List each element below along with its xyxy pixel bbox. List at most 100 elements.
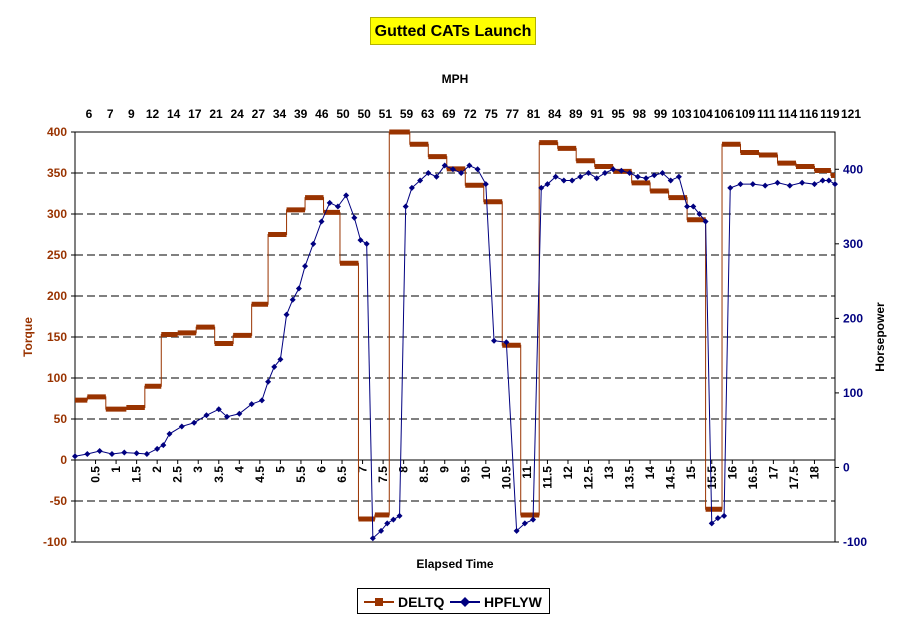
hpflyw-point-66 (634, 173, 641, 180)
top-tick-label-33: 114 (778, 107, 798, 121)
hpflyw-point-44 (449, 166, 456, 173)
top-tick-label-29: 104 (693, 107, 713, 121)
hpflyw-point-28 (334, 203, 341, 210)
top-tick-label-36: 121 (841, 107, 861, 121)
hpflyw-point-53 (530, 516, 537, 523)
x-tick-label-10: 5.5 (294, 466, 308, 483)
x-tick-label-30: 15.5 (705, 466, 719, 490)
x-tick-label-15: 8 (397, 466, 411, 473)
y-tick-label-9: 350 (47, 166, 67, 180)
x-tick-label-19: 10 (479, 466, 493, 480)
y-tick-label-7: 250 (47, 248, 67, 262)
hpflyw-point-61 (593, 175, 600, 182)
top-tick-label-18: 72 (463, 107, 477, 121)
hpflyw-point-89 (832, 181, 838, 188)
hpflyw-point-71 (675, 173, 682, 180)
top-tick-label-0: 6 (86, 107, 93, 121)
hpflyw-point-72 (684, 203, 691, 210)
x-tick-label-34: 17.5 (787, 466, 801, 490)
top-tick-label-5: 17 (188, 107, 202, 121)
hpflyw-point-78 (721, 512, 728, 519)
x-tick-label-26: 13.5 (623, 466, 637, 490)
x-tick-label-14: 7.5 (376, 466, 390, 483)
top-tick-label-26: 98 (633, 107, 647, 121)
y2-tick-label-0: -100 (843, 535, 867, 549)
top-tick-label-22: 84 (548, 107, 562, 121)
hpflyw-point-64 (618, 167, 625, 174)
hpflyw-point-9 (166, 430, 173, 437)
hpflyw-point-8 (160, 442, 167, 449)
x-tick-label-17: 9 (438, 466, 452, 473)
top-tick-label-30: 106 (714, 107, 734, 121)
hpflyw-point-21 (283, 311, 290, 318)
hpflyw-point-57 (560, 177, 567, 184)
x-tick-label-5: 3 (191, 466, 205, 473)
y-tick-label-0: -100 (43, 535, 67, 549)
top-tick-label-11: 46 (315, 107, 329, 121)
hpflyw-point-13 (215, 406, 222, 413)
hpflyw-point-63 (610, 166, 617, 173)
y2-tick-label-3: 200 (843, 311, 863, 325)
legend-item-deltq: DELTQ (364, 593, 450, 611)
top-tick-label-14: 51 (379, 107, 393, 121)
hpflyw-point-25 (310, 240, 317, 247)
hpflyw-point-29 (343, 192, 350, 199)
legend: DELTQ HPFLYW (357, 588, 550, 614)
hpflyw-point-7 (154, 445, 161, 452)
hpflyw-point-88 (825, 177, 832, 184)
y-tick-label-3: 50 (54, 412, 68, 426)
hpflyw-point-46 (466, 162, 473, 169)
hpflyw-point-85 (799, 179, 806, 186)
x-tick-label-20: 10.5 (499, 466, 513, 490)
x-tick-label-2: 1.5 (130, 466, 144, 483)
x-tick-label-29: 15 (684, 466, 698, 480)
hpflyw-point-50 (503, 339, 510, 346)
y2-tick-label-2: 100 (843, 386, 863, 400)
x-tick-label-0: 0.5 (89, 466, 103, 483)
hpflyw-point-42 (433, 173, 440, 180)
x-tick-label-21: 11 (520, 466, 534, 479)
x-tick-label-6: 3.5 (212, 466, 226, 483)
x-tick-label-4: 2.5 (171, 466, 185, 483)
hpflyw-point-48 (482, 181, 489, 188)
legend-label-deltq: DELTQ (398, 594, 445, 610)
hpflyw-point-26 (318, 218, 325, 225)
x-tick-label-16: 8.5 (417, 466, 431, 483)
top-tick-label-13: 50 (357, 107, 371, 121)
hpflyw-point-81 (749, 181, 756, 188)
top-tick-label-17: 69 (442, 107, 456, 121)
hpflyw-point-0 (72, 453, 78, 460)
hpflyw-point-56 (552, 173, 559, 180)
hpflyw-point-79 (727, 184, 734, 191)
hpflyw-point-84 (786, 182, 793, 189)
top-tick-label-19: 75 (484, 107, 498, 121)
hpflyw-point-40 (417, 177, 424, 184)
top-tick-label-21: 81 (527, 107, 541, 121)
x-tick-label-32: 16.5 (746, 466, 760, 490)
hpflyw-point-74 (696, 211, 703, 217)
y-tick-label-10: 400 (47, 125, 67, 139)
hpflyw-point-2 (96, 448, 103, 455)
y-tick-label-8: 300 (47, 207, 67, 221)
x2-axis-title: MPH (442, 72, 469, 86)
hpflyw-point-80 (737, 181, 744, 188)
hpflyw-point-33 (369, 535, 376, 542)
y2-axis-title: Horsepower (873, 302, 887, 372)
legend-swatch-hpflyw (450, 597, 480, 607)
top-tick-label-35: 119 (820, 107, 840, 121)
hpflyw-point-49 (491, 337, 498, 344)
x-tick-label-1: 1 (109, 466, 123, 473)
hpflyw-point-77 (714, 515, 721, 522)
hpflyw-point-12 (203, 412, 210, 419)
x-tick-label-25: 13 (602, 466, 616, 480)
hpflyw-point-14 (224, 413, 230, 420)
x-tick-label-28: 14.5 (664, 466, 678, 490)
x-tick-label-24: 12.5 (582, 466, 596, 490)
top-tick-label-24: 91 (590, 107, 604, 121)
hpflyw-point-36 (390, 516, 397, 523)
hpflyw-point-24 (302, 263, 309, 270)
x-tick-label-31: 16 (725, 466, 739, 480)
hpflyw-point-55 (544, 181, 551, 188)
top-tick-label-10: 39 (294, 107, 308, 121)
